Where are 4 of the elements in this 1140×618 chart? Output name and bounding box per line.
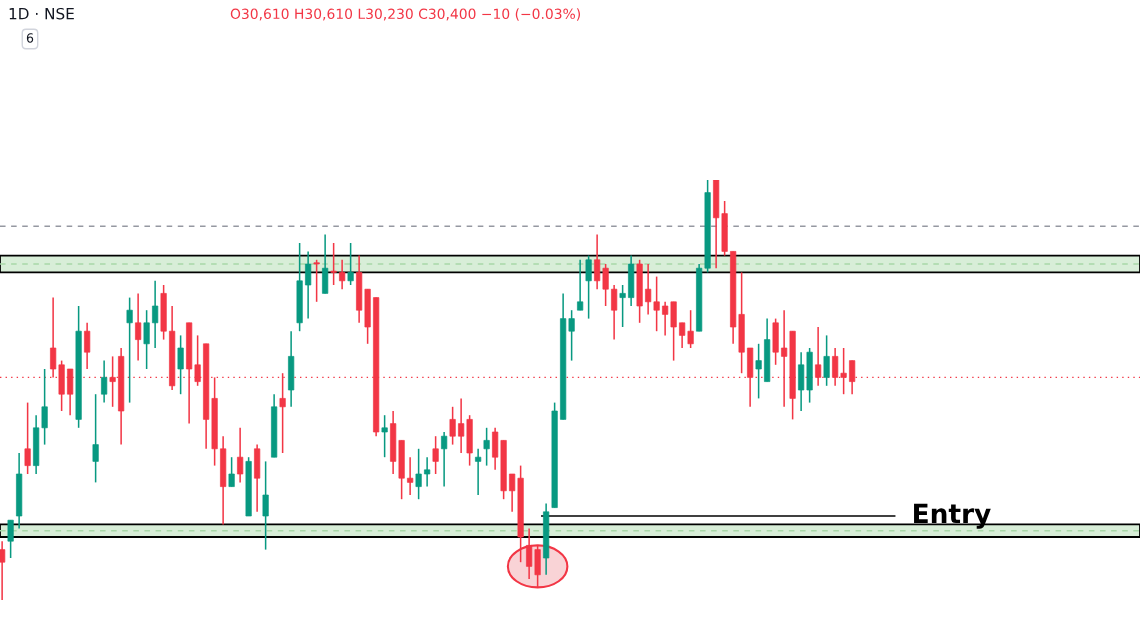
text: 6 [26,33,34,43]
text: O30,610 H30,610 L30,230 C30,400 −10 (−0.03%) [230,8,580,21]
ref-line-label: Entry [914,503,991,529]
chart-title: 1D · NSE [9,7,74,20]
